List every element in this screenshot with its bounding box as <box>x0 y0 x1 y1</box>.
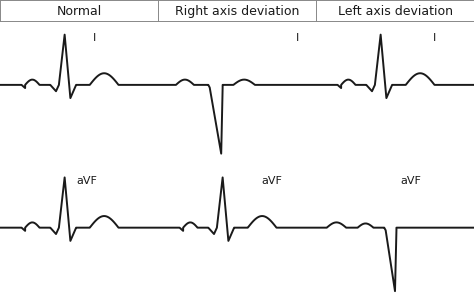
Text: Normal: Normal <box>56 5 101 18</box>
Text: I: I <box>295 33 299 43</box>
Text: I: I <box>93 33 96 43</box>
Text: Right axis deviation: Right axis deviation <box>175 5 299 18</box>
Text: aVF: aVF <box>261 176 282 186</box>
Text: aVF: aVF <box>76 176 97 186</box>
Text: Left axis deviation: Left axis deviation <box>337 5 453 18</box>
Text: I: I <box>433 33 436 43</box>
Text: aVF: aVF <box>401 176 421 186</box>
